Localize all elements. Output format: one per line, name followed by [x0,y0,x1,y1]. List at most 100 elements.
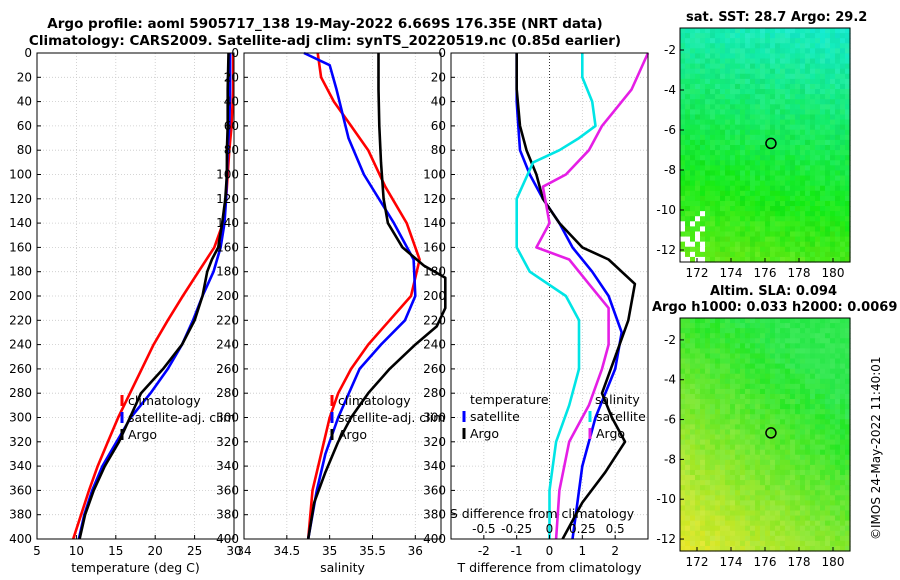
sla_map-cell [740,490,746,496]
sla_map-cell [835,530,841,537]
sst_map-cell [830,231,836,238]
sla_map-cell [745,343,751,349]
temperature-legend-label: climatology [128,393,201,408]
sst_map-cell [745,119,751,126]
sst_map-cell [840,94,846,100]
sst_map-cell [715,241,721,248]
sla_map-cell [790,464,796,471]
sst_map-cell [765,68,771,75]
sla_map-cell [730,490,736,496]
sla_map-cell [720,333,726,339]
sst_map-cell [825,236,831,243]
salinity-ytick-label: 220 [216,313,239,327]
sla_map-cell [720,490,726,496]
sst_map-cell [700,119,706,126]
sla_map-cell [825,540,831,547]
sla_map-cell [790,409,796,415]
difference-xtick-label: -2 [478,544,490,558]
sla_map-cell [755,328,761,334]
sla_map-cell [785,414,791,420]
sla_map-cell [720,393,726,400]
sst_map-cell [725,211,731,217]
sst_map-cell [845,216,851,222]
difference-xlabel: T difference from climatology [456,560,642,575]
sst_map-cell [690,221,696,227]
sst_map-cell [775,89,781,95]
sla_map-cell [845,464,851,471]
sst_map-cell [845,251,851,258]
sst_map-cell [840,89,846,95]
sst_map-cell [715,251,721,258]
sla_map-cell [690,495,696,501]
difference-ytick-label: 200 [423,289,446,303]
sla_map-cell [735,495,741,501]
sla_map-cell [730,393,736,400]
sst_map-cell [770,63,776,70]
sst_map-cell [680,150,686,156]
sst_map-cell [690,160,696,166]
sla_map-cell [750,414,756,420]
sla_map-cell [760,449,766,456]
sst_map-cell [760,89,766,95]
salinity-ytick-label: 0 [231,46,239,60]
sla_map-cell [700,444,706,451]
sst_map-cell [690,124,696,131]
sst_map-cell [790,216,796,222]
sst_map-cell [720,134,726,141]
sst_map-cell [690,211,696,217]
sla_map-cell [740,338,746,344]
sla_map-cell [740,454,746,461]
sla_map-cell [680,343,686,349]
sst_map-cell [760,68,766,75]
sla_map-cell [785,358,791,365]
sst_map-cell [765,104,771,110]
sst_map-cell [825,109,831,116]
sst_map-cell [770,109,776,116]
sla_map-cell [690,323,696,329]
sst_map-cell [740,236,746,243]
sla_map-cell [745,378,751,385]
sst_map-cell [780,63,786,70]
sla_map-cell [810,480,816,486]
sla_map-cell [685,399,691,405]
sst_map-cell [770,251,776,258]
sst_map-cell [710,48,716,55]
sla_map-cell [730,469,736,476]
sst_map-cell [680,190,686,197]
sla_map-cell [680,540,686,547]
sst_map-cell [775,119,781,126]
sla_map-cell [705,444,711,451]
sst_map-cell [780,180,786,187]
sst_map-cell [800,236,806,243]
sst_map-cell [705,28,711,34]
sst_map-cell [830,104,836,110]
sst_map-cell [815,134,821,141]
sla_map-cell [835,439,841,446]
sst_map-cell [715,185,721,192]
sst_map-cell [710,185,716,192]
sst_map-cell [695,251,701,258]
sla_map-cell [845,353,851,360]
sst_map-cell [695,129,701,136]
sla_map-cell [700,363,706,370]
sla_map-cell [775,525,781,532]
sst_map-cell [740,43,746,49]
sst_map-cell [800,160,806,166]
sla_map-cell [755,409,761,415]
sst_map-cell [805,226,811,233]
sla_map-cell [845,545,851,552]
sla_map-cell [810,530,816,537]
sla_map-cell [760,348,766,355]
sst_map-cell [750,170,756,177]
sla_map-cell [845,495,851,501]
sla_map-cell [725,530,731,537]
sla_map-cell [780,520,786,527]
sla_map-cell [770,495,776,501]
sst_map-cell [705,134,711,141]
sst_map-cell [820,206,826,212]
sst_map-cell [785,119,791,126]
sla_map-cell [745,419,751,425]
salinity-ytick-label: 120 [216,192,239,206]
sst_map-cell [830,241,836,248]
sla_map-cell [755,348,761,355]
